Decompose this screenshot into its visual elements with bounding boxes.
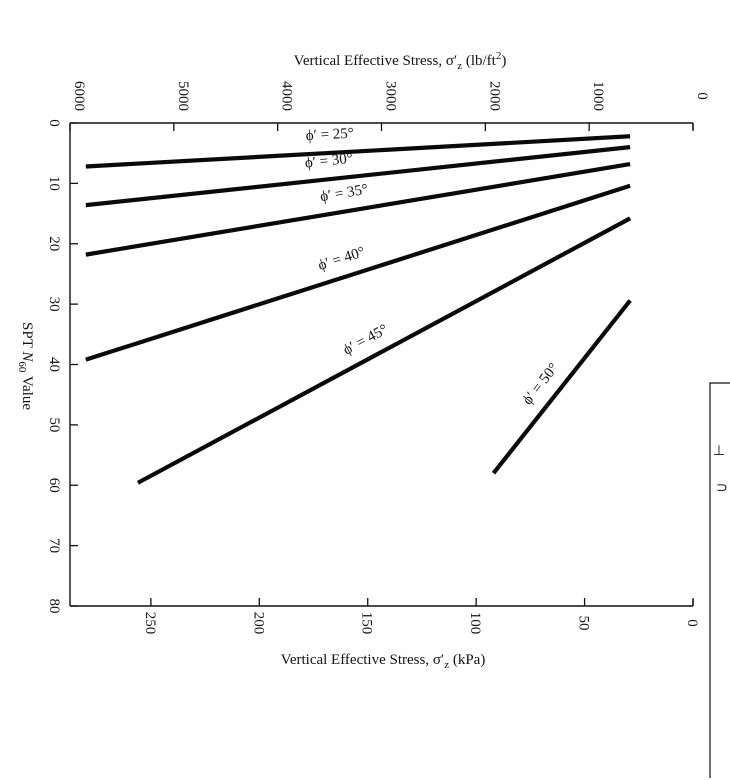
series-line bbox=[136, 216, 632, 485]
axes-group: 0100020003000400050006000050100150200250… bbox=[46, 81, 710, 634]
top-axis-tick-label: 4000 bbox=[279, 81, 295, 111]
series-label: ϕ′ = 25° bbox=[305, 126, 354, 145]
margin-box bbox=[709, 382, 730, 778]
top-axis-tick-label: 3000 bbox=[383, 81, 399, 111]
bottom-axis-tick-label: 100 bbox=[467, 612, 483, 635]
left-axis-tick-label: 30 bbox=[46, 297, 62, 312]
left-axis-tick-label: 20 bbox=[46, 236, 62, 251]
left-axis-tick-label: 40 bbox=[46, 357, 62, 372]
left-axis-tick-label: 10 bbox=[46, 176, 62, 191]
series-group bbox=[85, 134, 632, 485]
bottom-axis-tick-label: 200 bbox=[250, 612, 266, 635]
top-axis-tick-label: 5000 bbox=[175, 81, 191, 111]
series-line bbox=[85, 145, 631, 208]
top-axis-tick-label: 1000 bbox=[590, 81, 606, 111]
margin-glyph-2: ⊃ bbox=[716, 481, 728, 496]
top-axis-tick-label: 2000 bbox=[486, 81, 502, 111]
top-axis-tick-label: 0 bbox=[694, 92, 710, 100]
series-line bbox=[85, 134, 631, 169]
bottom-axis-tick-label: 150 bbox=[359, 612, 375, 635]
left-axis-tick-label: 80 bbox=[46, 599, 62, 614]
left-axis-tick-label: 50 bbox=[46, 417, 62, 432]
left-axis-title: SPT N60 Value bbox=[16, 322, 35, 410]
bottom-axis-tick-label: 250 bbox=[142, 612, 158, 635]
left-axis-tick-label: 60 bbox=[46, 478, 62, 493]
series-label: ϕ′ = 40° bbox=[316, 244, 367, 274]
left-axis-tick-label: 70 bbox=[46, 538, 62, 553]
series-line bbox=[491, 299, 632, 475]
left-axis-tick-label: 0 bbox=[46, 119, 62, 127]
series-label: ϕ′ = 30° bbox=[304, 151, 354, 172]
series-line bbox=[85, 161, 631, 257]
top-axis-tick-label: 6000 bbox=[71, 81, 87, 111]
series-label: ϕ′ = 50° bbox=[520, 360, 562, 408]
bottom-axis-tick-label: 50 bbox=[576, 616, 592, 631]
bottom-axis-tick-label: 0 bbox=[684, 619, 700, 627]
bottom-axis-title: Vertical Effective Stress, σ′z (kPa) bbox=[281, 652, 486, 671]
margin-glyph-1: ⊥ bbox=[713, 444, 725, 459]
series-line bbox=[85, 183, 631, 362]
top-axis-title: Vertical Effective Stress, σ′z (lb/ft2) bbox=[294, 50, 507, 72]
series-label: ϕ′ = 35° bbox=[319, 182, 369, 206]
